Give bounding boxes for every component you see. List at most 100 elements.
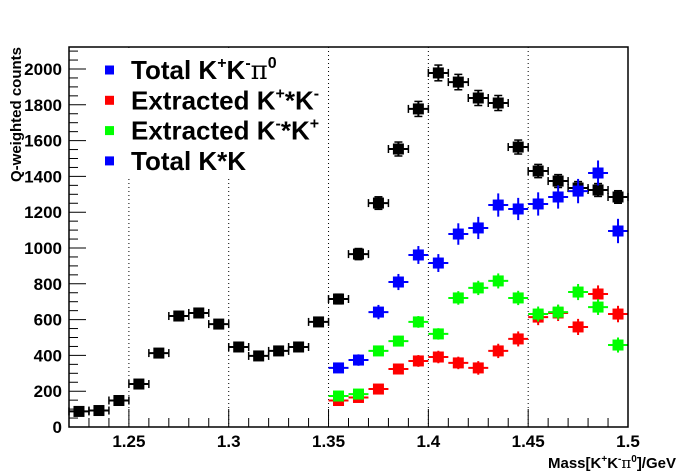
x-tick-label: 1.4 xyxy=(417,432,441,451)
data-marker xyxy=(512,203,524,215)
data-marker xyxy=(532,308,544,320)
data-point xyxy=(488,193,509,217)
data-point xyxy=(168,310,190,322)
data-marker xyxy=(412,249,424,261)
data-marker xyxy=(273,345,285,357)
data-point xyxy=(427,64,450,82)
legend-text-part: Extracted K xyxy=(131,85,276,115)
data-point xyxy=(387,141,410,157)
data-marker xyxy=(412,103,424,115)
data-point xyxy=(568,283,589,301)
data-point xyxy=(388,363,409,375)
data-marker xyxy=(572,185,584,197)
series-total-k-k xyxy=(328,160,628,374)
data-point xyxy=(467,89,489,107)
data-marker xyxy=(432,328,444,340)
data-marker xyxy=(572,286,584,298)
data-point xyxy=(488,273,509,289)
data-marker xyxy=(133,378,145,390)
data-point xyxy=(407,100,430,118)
data-marker xyxy=(432,67,444,79)
data-marker xyxy=(512,141,524,153)
data-point xyxy=(348,388,369,400)
data-point xyxy=(287,341,310,353)
x-axis-title-part: K xyxy=(607,455,618,472)
data-point xyxy=(428,328,449,340)
data-point xyxy=(128,378,150,390)
y-tick-label: 800 xyxy=(34,275,62,294)
data-marker xyxy=(512,333,524,345)
legend-superscript: - xyxy=(276,116,281,133)
vertical-dotted-lines xyxy=(128,47,529,427)
data-marker xyxy=(492,345,504,357)
data-marker xyxy=(352,248,364,260)
data-point xyxy=(487,94,509,112)
data-point xyxy=(328,362,349,374)
legend-label: Total K+K-π0 xyxy=(131,55,277,86)
data-marker xyxy=(392,143,404,155)
legend-entry: Total K+K-π0 xyxy=(105,55,277,86)
data-marker xyxy=(432,257,444,269)
legend-entry: Extracted K+*K- xyxy=(105,85,319,115)
x-tick-label: 1.35 xyxy=(312,432,345,451)
data-point xyxy=(188,307,210,319)
data-point xyxy=(488,343,509,359)
legend-text-part: *K xyxy=(281,116,310,146)
data-marker xyxy=(452,76,464,88)
data-marker xyxy=(472,92,484,104)
data-series xyxy=(68,64,629,417)
data-marker xyxy=(293,341,305,353)
legend-superscript: - xyxy=(314,85,319,102)
data-marker xyxy=(452,292,464,304)
data-point xyxy=(88,405,110,417)
data-marker xyxy=(73,405,85,417)
legend-text-part: Total K*K xyxy=(131,146,246,176)
series-extracted-k-k- xyxy=(328,273,628,402)
data-point xyxy=(348,354,369,366)
legend-superscript: - xyxy=(245,55,250,72)
x-axis-title-part: π xyxy=(621,454,631,472)
data-marker xyxy=(352,354,364,366)
data-marker xyxy=(233,341,245,353)
data-marker xyxy=(213,318,225,330)
x-axis-title-part: ]/GeV xyxy=(637,455,676,472)
legend-superscript: + xyxy=(276,85,285,102)
data-marker xyxy=(612,225,624,237)
data-marker xyxy=(472,362,484,374)
data-marker xyxy=(592,167,604,179)
data-point xyxy=(528,192,549,216)
data-marker xyxy=(612,308,624,320)
data-point xyxy=(208,318,230,330)
data-point xyxy=(428,254,449,272)
data-marker xyxy=(472,282,484,294)
data-marker xyxy=(93,405,105,417)
data-point xyxy=(608,337,628,353)
data-marker xyxy=(372,197,384,209)
data-point xyxy=(508,290,529,306)
data-marker xyxy=(412,316,424,328)
y-tick-label: 1000 xyxy=(24,239,62,258)
data-point xyxy=(367,196,390,211)
data-point xyxy=(108,395,130,407)
data-marker xyxy=(452,228,464,240)
data-marker xyxy=(612,191,624,203)
legend-text-part: Total K xyxy=(131,55,217,85)
data-marker xyxy=(392,335,404,347)
data-point xyxy=(368,383,389,395)
y-tick-label: 1200 xyxy=(24,203,62,222)
data-marker xyxy=(113,395,125,407)
legend-marker xyxy=(105,95,114,105)
data-marker xyxy=(333,362,345,374)
legend-entry: Total K*K xyxy=(105,146,246,176)
data-point xyxy=(447,73,470,91)
y-tick-label: 1600 xyxy=(24,132,62,151)
data-point xyxy=(548,304,569,320)
data-marker xyxy=(592,288,604,300)
legend-superscript: + xyxy=(310,116,319,133)
data-marker xyxy=(452,357,464,369)
data-marker xyxy=(333,390,345,402)
data-marker xyxy=(492,199,504,211)
data-point xyxy=(448,356,469,370)
legend-marker xyxy=(105,65,114,75)
data-marker xyxy=(173,310,185,322)
